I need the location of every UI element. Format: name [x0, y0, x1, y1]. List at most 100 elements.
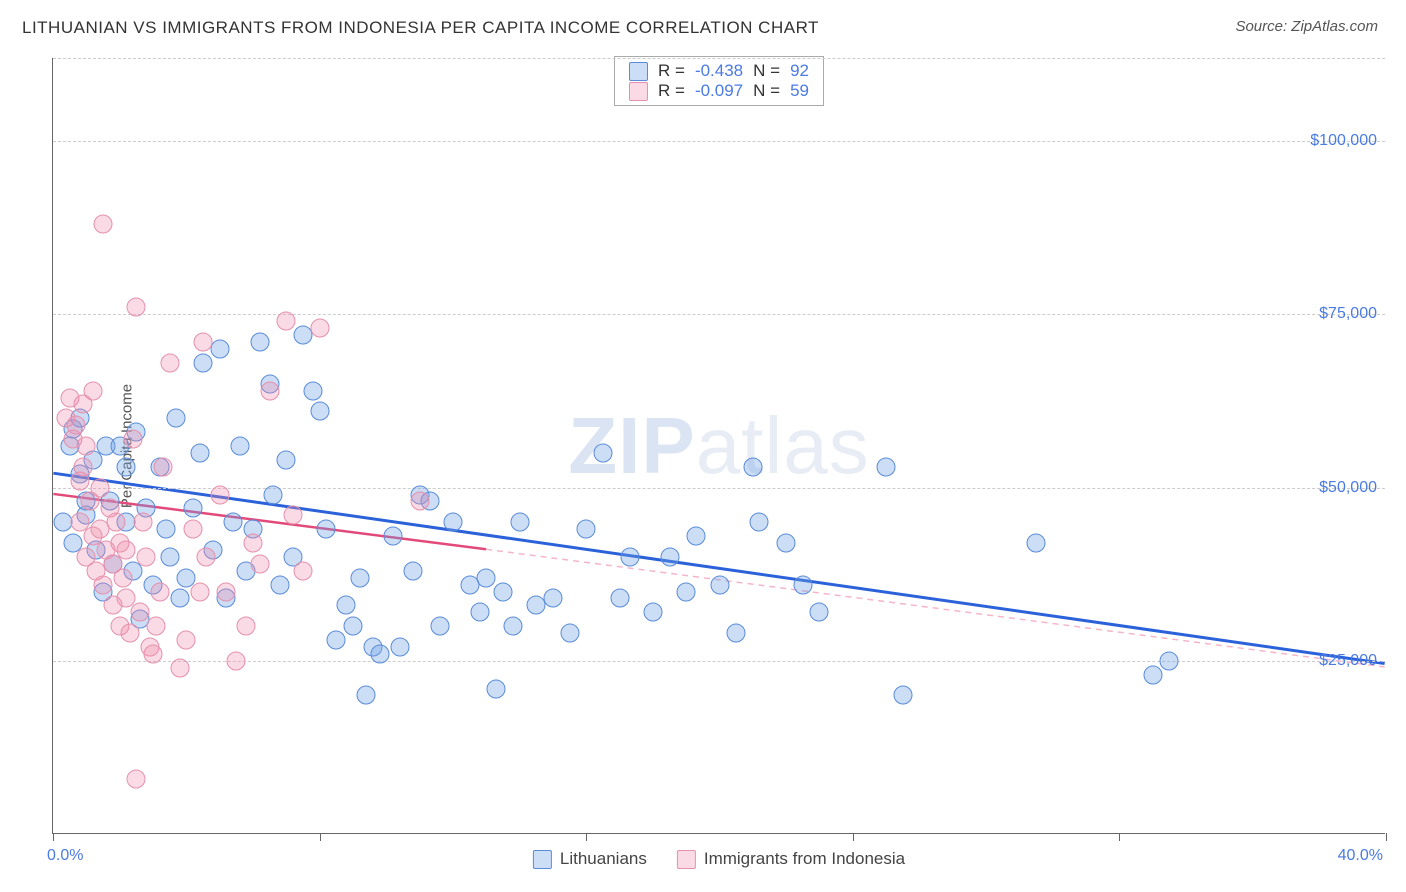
data-point — [643, 603, 662, 622]
data-point — [117, 540, 136, 559]
data-point — [160, 547, 179, 566]
data-point — [303, 381, 322, 400]
gridline — [53, 58, 1385, 59]
data-point — [317, 520, 336, 539]
data-point — [560, 624, 579, 643]
chart-title: LITHUANIAN VS IMMIGRANTS FROM INDONESIA … — [22, 18, 819, 38]
data-point — [223, 513, 242, 532]
data-point — [543, 589, 562, 608]
data-point — [610, 589, 629, 608]
data-point — [410, 492, 429, 511]
data-point — [687, 527, 706, 546]
data-point — [210, 340, 229, 359]
y-tick-label: $25,000 — [1319, 652, 1377, 670]
data-point — [130, 603, 149, 622]
data-point — [190, 443, 209, 462]
n-prefix: N = — [753, 61, 780, 81]
data-point — [133, 513, 152, 532]
data-point — [113, 568, 132, 587]
data-point — [197, 547, 216, 566]
data-point — [350, 568, 369, 587]
data-point — [170, 589, 189, 608]
y-tick-label: $75,000 — [1319, 305, 1377, 323]
x-tick — [320, 833, 321, 841]
data-point — [793, 575, 812, 594]
data-point — [250, 554, 269, 573]
data-point — [470, 603, 489, 622]
data-point — [77, 437, 96, 456]
legend-item-1: Lithuanians — [533, 849, 647, 869]
data-point — [310, 402, 329, 421]
data-point — [160, 353, 179, 372]
data-point — [443, 513, 462, 532]
scatter-plot: Per Capita Income ZIPatlas R = -0.438 N … — [52, 58, 1385, 834]
data-point — [343, 617, 362, 636]
data-point — [260, 381, 279, 400]
data-point — [153, 457, 172, 476]
legend-swatch-1 — [629, 62, 648, 81]
r-value-1: -0.438 — [695, 61, 743, 81]
data-point — [710, 575, 729, 594]
data-point — [1027, 534, 1046, 553]
data-point — [150, 582, 169, 601]
y-tick-label: $100,000 — [1310, 132, 1377, 150]
data-point — [403, 561, 422, 580]
watermark-zip: ZIP — [568, 401, 695, 490]
data-point — [237, 617, 256, 636]
data-point — [493, 582, 512, 601]
data-point — [67, 416, 86, 435]
data-point — [263, 485, 282, 504]
data-point — [93, 215, 112, 234]
data-point — [193, 333, 212, 352]
data-point — [357, 686, 376, 705]
data-point — [383, 527, 402, 546]
series-legend: Lithuanians Immigrants from Indonesia — [533, 849, 905, 869]
data-point — [487, 679, 506, 698]
data-point — [210, 485, 229, 504]
data-point — [337, 596, 356, 615]
data-point — [277, 312, 296, 331]
data-point — [190, 582, 209, 601]
data-point — [577, 520, 596, 539]
data-point — [877, 457, 896, 476]
data-point — [90, 478, 109, 497]
data-point — [177, 631, 196, 650]
x-tick — [853, 833, 854, 841]
legend-swatch-s1 — [533, 850, 552, 869]
watermark: ZIPatlas — [568, 400, 869, 492]
r-prefix: R = — [658, 61, 685, 81]
data-point — [147, 617, 166, 636]
x-axis-min-label: 0.0% — [47, 847, 83, 865]
r-prefix: R = — [658, 81, 685, 101]
data-point — [390, 637, 409, 656]
data-point — [170, 658, 189, 677]
x-tick — [586, 833, 587, 841]
data-point — [510, 513, 529, 532]
data-point — [270, 575, 289, 594]
legend-swatch-s2 — [677, 850, 696, 869]
data-point — [183, 520, 202, 539]
gridline — [53, 141, 1385, 142]
data-point — [277, 450, 296, 469]
data-point — [193, 353, 212, 372]
correlation-row-1: R = -0.438 N = 92 — [629, 61, 809, 81]
data-point — [73, 457, 92, 476]
data-point — [107, 513, 126, 532]
data-point — [1143, 665, 1162, 684]
data-point — [127, 298, 146, 317]
legend-label-1: Lithuanians — [560, 849, 647, 869]
data-point — [183, 499, 202, 518]
y-tick-label: $50,000 — [1319, 479, 1377, 497]
legend-swatch-2 — [629, 82, 648, 101]
data-point — [283, 506, 302, 525]
correlation-row-2: R = -0.097 N = 59 — [629, 81, 809, 101]
data-point — [243, 534, 262, 553]
data-point — [620, 547, 639, 566]
x-axis-max-label: 40.0% — [1338, 847, 1383, 865]
data-point — [83, 381, 102, 400]
data-point — [310, 319, 329, 338]
x-tick — [1386, 833, 1387, 841]
data-point — [430, 617, 449, 636]
source-label: Source: ZipAtlas.com — [1235, 18, 1378, 35]
data-point — [370, 644, 389, 663]
